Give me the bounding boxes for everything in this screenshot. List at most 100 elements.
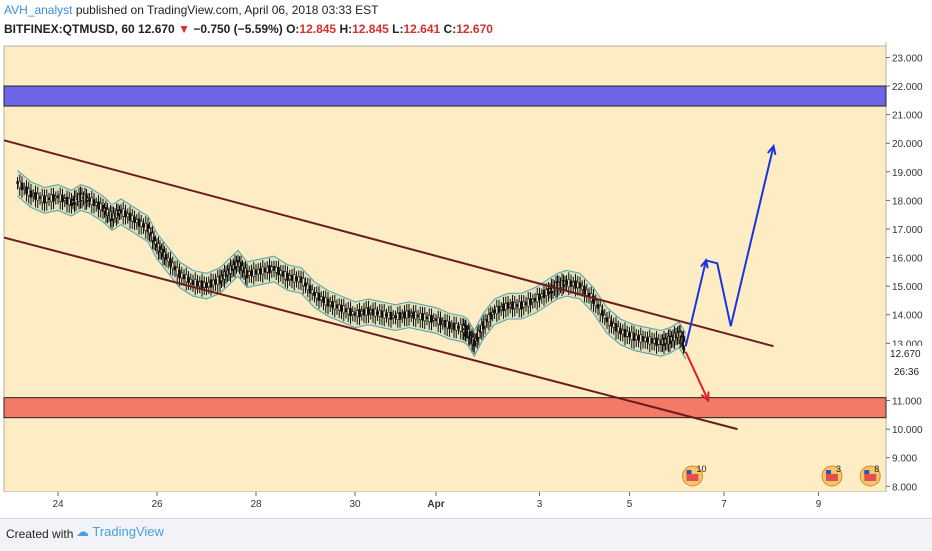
y-tick-label: 23.000 bbox=[892, 53, 923, 64]
candle-body bbox=[517, 301, 521, 310]
candle-body bbox=[322, 296, 325, 303]
candle-body bbox=[630, 331, 634, 341]
zone-resistance bbox=[3, 85, 887, 107]
candle-body bbox=[436, 317, 440, 325]
tradingview-cloud-icon: ☁ bbox=[76, 524, 89, 539]
y-tick-label: 9.000 bbox=[892, 454, 917, 465]
candle-body bbox=[344, 308, 348, 312]
candle-body bbox=[376, 311, 379, 315]
candle-body bbox=[616, 326, 620, 333]
candle-body bbox=[274, 266, 278, 273]
candle-body bbox=[128, 212, 132, 221]
candle-body bbox=[529, 298, 532, 305]
price-axis-background bbox=[886, 42, 932, 518]
candle-body bbox=[380, 310, 384, 318]
low-label: L: bbox=[392, 22, 404, 36]
price-chart[interactable]: 23.000 22.000 21.000 20.000 19.000 18.000 17.0… bbox=[0, 42, 932, 518]
candle-body bbox=[90, 197, 94, 206]
candle-body bbox=[18, 180, 22, 189]
candle-body bbox=[189, 278, 193, 284]
symbol-line: BITFINEX:QTMUSD, 60 12.670 ▼ −0.750 (−5.… bbox=[4, 22, 493, 36]
y-tick-label: 20.000 bbox=[892, 139, 923, 150]
candle-body bbox=[40, 195, 44, 203]
x-tick-label: 3 bbox=[537, 499, 543, 510]
candle-body bbox=[315, 292, 319, 299]
candle-body bbox=[25, 186, 28, 194]
candle-body bbox=[29, 190, 33, 198]
x-tick-label: 26 bbox=[151, 499, 163, 510]
candle-body bbox=[416, 314, 420, 318]
candle-body bbox=[643, 336, 647, 342]
plot-background bbox=[3, 45, 887, 493]
candle-body bbox=[483, 319, 487, 327]
candle-body bbox=[382, 310, 386, 319]
y-tick-label: 19.000 bbox=[892, 168, 923, 179]
candle-body bbox=[610, 320, 613, 327]
candle-body bbox=[58, 193, 62, 202]
event-flag-count: 10 bbox=[697, 464, 707, 474]
candle-body bbox=[603, 314, 607, 319]
candle-body bbox=[124, 210, 127, 218]
candle-body bbox=[202, 282, 206, 288]
candle-body bbox=[45, 195, 49, 203]
x-tick-label: 24 bbox=[52, 499, 64, 510]
candle-body bbox=[360, 310, 364, 315]
candle-body bbox=[119, 209, 123, 213]
candle-body bbox=[524, 301, 528, 306]
candle-body bbox=[454, 323, 458, 331]
event-flag-canton bbox=[864, 470, 870, 474]
candle-body bbox=[418, 312, 422, 320]
candle-body bbox=[180, 272, 184, 279]
candle-body bbox=[247, 271, 251, 276]
candle-body bbox=[457, 326, 460, 329]
candle-body bbox=[585, 289, 589, 296]
y-tick-label: 15.000 bbox=[892, 282, 923, 293]
candle-body bbox=[371, 308, 375, 316]
last-price: 12.670 bbox=[138, 22, 175, 36]
candle-body bbox=[544, 289, 548, 296]
candle-body bbox=[499, 306, 503, 310]
candle-body bbox=[214, 279, 217, 285]
candle-body bbox=[342, 305, 346, 314]
candle-body bbox=[299, 276, 303, 283]
candle-body bbox=[169, 258, 172, 267]
candle-body bbox=[495, 306, 499, 315]
candle-body bbox=[367, 307, 370, 316]
candle-body bbox=[506, 302, 510, 309]
candle-body bbox=[328, 301, 332, 306]
candle-body bbox=[94, 202, 98, 206]
candle-body bbox=[92, 199, 96, 206]
candle-body bbox=[364, 307, 368, 316]
candle-body bbox=[286, 272, 289, 281]
x-tick-label: Apr bbox=[427, 499, 444, 510]
event-flag-stripe bbox=[826, 474, 838, 481]
y-tick-label: 8.000 bbox=[892, 482, 917, 493]
event-flag-canton bbox=[686, 470, 692, 474]
candle-body bbox=[434, 318, 438, 321]
candle-body bbox=[596, 304, 600, 309]
candle-body bbox=[31, 193, 35, 196]
y-tick-label: 21.000 bbox=[892, 111, 923, 122]
candle-body bbox=[353, 312, 357, 316]
candle-body bbox=[277, 267, 280, 276]
candle-body bbox=[445, 320, 449, 329]
candle-body bbox=[250, 270, 253, 276]
y-tick-label: 16.000 bbox=[892, 254, 923, 265]
candle-body bbox=[607, 317, 611, 326]
chart-area[interactable]: 23.000 22.000 21.000 20.000 19.000 18.000 17.0… bbox=[0, 42, 932, 518]
tradingview-logo[interactable]: ☁ TradingView bbox=[76, 524, 164, 540]
candle-body bbox=[36, 193, 40, 201]
candle-body bbox=[625, 331, 629, 337]
candle-body bbox=[200, 280, 204, 289]
lower-channel-line bbox=[3, 236, 738, 431]
candle-body bbox=[256, 268, 260, 275]
y-tick-label: 18.000 bbox=[892, 196, 923, 207]
author-link[interactable]: AVH_analyst bbox=[4, 3, 73, 17]
candle-body bbox=[511, 301, 514, 310]
candle-body bbox=[387, 312, 391, 319]
candle-body bbox=[394, 315, 397, 319]
candle-body bbox=[308, 285, 312, 294]
time-axis-background bbox=[0, 492, 886, 518]
candle-body bbox=[245, 269, 249, 279]
candle-body bbox=[43, 195, 46, 204]
